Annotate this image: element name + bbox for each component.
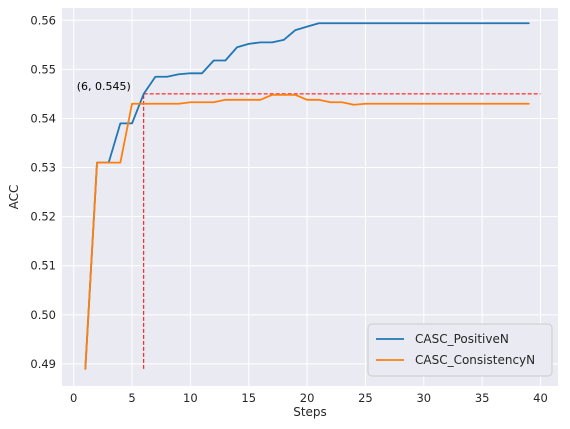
- y-tick-label: 0.56: [30, 13, 56, 27]
- x-tick-label: 20: [300, 391, 315, 405]
- x-tick-label: 40: [533, 391, 548, 405]
- series-lines: [84, 22, 530, 370]
- y-axis-label: ACC: [7, 185, 21, 210]
- legend-box: [367, 323, 553, 377]
- legend: CASC_PositiveN CASC_ConsistencyN: [367, 323, 553, 377]
- x-axis-label: Steps: [293, 405, 327, 419]
- y-tick-label: 0.49: [30, 357, 56, 371]
- x-tick-label: 30: [416, 391, 431, 405]
- series-line-positive: [84, 22, 530, 370]
- x-axis-ticks: 0 5 10 15 20 25 30 35 40: [70, 391, 548, 405]
- reference-lines: [143, 93, 541, 369]
- y-tick-label: 0.51: [30, 259, 56, 273]
- x-tick-label: 15: [241, 391, 256, 405]
- plot-background: [62, 8, 558, 386]
- y-tick-label: 0.53: [30, 161, 56, 175]
- annotation-label: (6, 0.545): [77, 80, 131, 93]
- y-tick-label: 0.50: [30, 308, 56, 322]
- y-axis-ticks: 0.49 0.50 0.51 0.52 0.53 0.54 0.55 0.56: [30, 13, 56, 371]
- x-tick-label: 0: [70, 391, 77, 405]
- x-tick-label: 35: [475, 391, 490, 405]
- x-tick-label: 25: [358, 391, 373, 405]
- x-tick-label: 5: [128, 391, 135, 405]
- y-tick-label: 0.54: [30, 111, 56, 125]
- y-tick-label: 0.55: [30, 62, 56, 76]
- legend-label-positive: CASC_PositiveN: [415, 332, 509, 346]
- legend-label-consistency: CASC_ConsistencyN: [415, 353, 535, 367]
- x-tick-label: 10: [183, 391, 198, 405]
- y-tick-label: 0.52: [30, 210, 56, 224]
- series-line-consistency: [84, 93, 530, 370]
